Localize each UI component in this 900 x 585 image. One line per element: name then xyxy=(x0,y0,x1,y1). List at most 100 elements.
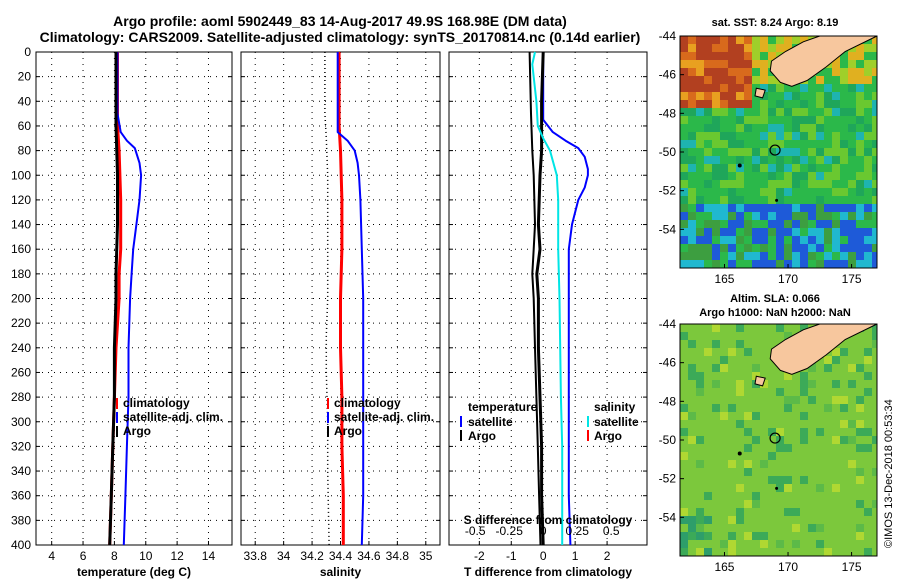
map-cell xyxy=(736,236,744,244)
map-cell xyxy=(776,260,784,268)
map-cell xyxy=(856,444,864,452)
map-cell xyxy=(680,44,688,52)
s-axis-label: S difference from climatology xyxy=(464,513,633,527)
map-cell xyxy=(784,476,792,484)
map-cell xyxy=(808,164,816,172)
map-cell xyxy=(848,380,856,388)
land-stewart-island xyxy=(754,375,766,387)
map-cell xyxy=(744,348,752,356)
legend-swatch xyxy=(327,426,329,437)
map-cell xyxy=(752,60,760,68)
lat-tick-label: -48 xyxy=(659,394,677,408)
map-cell xyxy=(768,180,776,188)
map-cell xyxy=(824,404,832,412)
map-cell xyxy=(768,140,776,148)
map-cell xyxy=(800,428,808,436)
map-cell xyxy=(840,436,848,444)
map-cell xyxy=(688,92,696,100)
map-cell xyxy=(752,260,760,268)
map-cell xyxy=(848,108,856,116)
map-cell xyxy=(736,52,744,60)
map-cell xyxy=(864,164,872,172)
map-cell xyxy=(744,460,752,468)
map-cell xyxy=(728,148,736,156)
map-cell xyxy=(768,108,776,116)
map-cell xyxy=(776,476,784,484)
map-cell xyxy=(856,228,864,236)
map-cell xyxy=(712,36,720,44)
map-cell xyxy=(864,148,872,156)
map-cell xyxy=(696,460,704,468)
map-cell xyxy=(784,108,792,116)
x-tick-label: 10 xyxy=(139,549,153,563)
map-cell xyxy=(704,236,712,244)
map-cell xyxy=(712,364,720,372)
map-cell xyxy=(680,412,688,420)
map-cell xyxy=(824,156,832,164)
map-cell xyxy=(736,68,744,76)
map-cell xyxy=(832,148,840,156)
salinity-panel: 33.8 34 34.2 34.4 34.6 34.8 35 salinity climatol… xyxy=(240,51,441,579)
land-campbell-island xyxy=(775,198,779,202)
map-cell xyxy=(872,116,877,124)
map-cell xyxy=(688,220,696,228)
map-cell xyxy=(832,100,840,108)
map-cell xyxy=(856,84,864,92)
map-cell xyxy=(696,524,704,532)
map-cell xyxy=(832,132,840,140)
legend-label: climatology xyxy=(334,396,401,410)
map-cell xyxy=(728,236,736,244)
map-cell xyxy=(824,364,832,372)
map-cell xyxy=(864,260,872,268)
map-cell xyxy=(784,508,792,516)
x-tick-label: 35 xyxy=(419,549,433,563)
map-cell xyxy=(864,204,872,212)
map-cell xyxy=(768,228,776,236)
map-cell xyxy=(768,84,776,92)
s-tick-label: -0.5 xyxy=(465,524,486,538)
map-cell xyxy=(680,196,688,204)
legend-label: Argo xyxy=(123,424,151,438)
legend-label: satellite xyxy=(468,415,513,429)
legend-label: climatology xyxy=(123,396,190,410)
map-cell xyxy=(712,68,720,76)
map-cell xyxy=(760,540,768,548)
map-cell xyxy=(872,164,877,172)
map-cell xyxy=(800,100,808,108)
map-cell xyxy=(800,436,808,444)
map-cell xyxy=(704,84,712,92)
map-cell xyxy=(720,60,728,68)
map-cell xyxy=(728,68,736,76)
map-cell xyxy=(728,212,736,220)
depth-tick-label: 20 xyxy=(18,70,32,84)
map-cell xyxy=(768,260,776,268)
map-cell xyxy=(736,36,744,44)
x-tick-label: 33.8 xyxy=(244,549,268,563)
map-cell xyxy=(680,452,688,460)
map-cell xyxy=(704,108,712,116)
map-cell xyxy=(800,236,808,244)
series-line-argo xyxy=(108,52,119,546)
map-cell xyxy=(776,252,784,260)
map-cell xyxy=(696,436,704,444)
map-cell xyxy=(872,140,877,148)
legend-swatch xyxy=(587,416,589,427)
map-cell xyxy=(808,172,816,180)
map-cell xyxy=(864,428,872,436)
map-cell xyxy=(768,132,776,140)
map-cell xyxy=(696,36,704,44)
map-cell xyxy=(736,116,744,124)
map-cell xyxy=(856,132,864,140)
depth-tick-label: 140 xyxy=(11,218,31,232)
map-cell xyxy=(824,228,832,236)
map-cell xyxy=(840,108,848,116)
map-cell xyxy=(848,180,856,188)
map-cell xyxy=(856,260,864,268)
map-cell xyxy=(784,188,792,196)
map-cell xyxy=(680,100,688,108)
map-cell xyxy=(696,548,704,556)
map-cell xyxy=(680,172,688,180)
x-tick-label: 34 xyxy=(277,549,291,563)
map-cell xyxy=(688,364,696,372)
